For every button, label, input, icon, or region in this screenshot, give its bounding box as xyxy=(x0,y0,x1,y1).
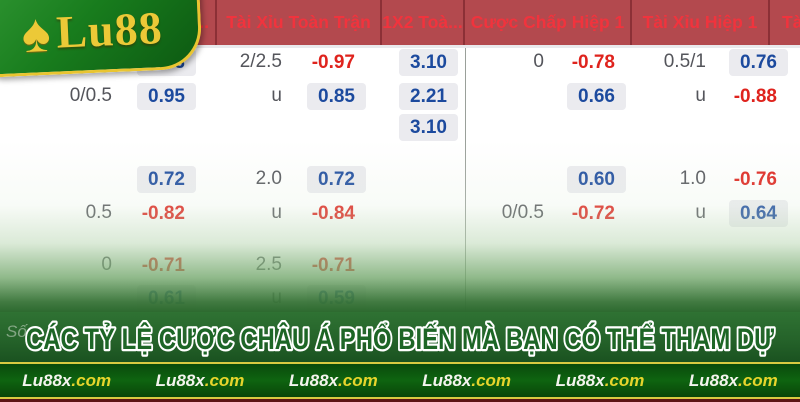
handicap-label: 0/0.5 xyxy=(69,85,112,106)
handicap-label: 2/2.5 xyxy=(239,51,282,72)
under-label: u xyxy=(271,287,282,308)
odds-cell[interactable]: 0.85 xyxy=(307,82,366,110)
headline-text: CÁC TỶ LỆ CƯỢC CHÂU Á PHỔ BIẾN MÀ BẠN CÓ… xyxy=(26,322,774,356)
spade-logo-icon: ♠ xyxy=(20,2,52,65)
odds-cell[interactable]: -0.78 xyxy=(571,51,615,73)
handicap-label: 0.5 xyxy=(85,202,112,223)
column-header-tai-xiu-hiep-1: Tài Xỉu Hiệp 1 xyxy=(630,0,768,45)
handicap-label: 2.5 xyxy=(255,254,282,275)
footer-link[interactable]: Lu88x.com xyxy=(22,370,112,390)
headline-banner: Số CÁC TỶ LỆ CƯỢC CHÂU Á PHỔ BIẾN MÀ BẠN… xyxy=(0,312,800,362)
footer-link[interactable]: Lu88x.com xyxy=(688,370,778,390)
odds-cell[interactable]: -0.82 xyxy=(141,202,185,224)
handicap-label: 0/0.5 xyxy=(501,202,544,223)
odds-cell[interactable]: -0.72 xyxy=(571,202,615,224)
odds-table: 0.93 2/2.5 -0.97 3.10 0 -0.78 0.5/1 0.76… xyxy=(0,45,800,315)
table-row: 0.72 2.0 0.72 0.60 1.0 -0.76 xyxy=(0,164,800,194)
odds-cell[interactable]: 2.21 xyxy=(399,82,458,110)
table-row: 0.61 u 0.59 xyxy=(0,283,800,313)
odds-cell[interactable]: 3.10 xyxy=(399,113,458,141)
footer-link[interactable]: Lu88x.com xyxy=(155,370,245,390)
odds-cell[interactable]: 0.72 xyxy=(137,165,196,193)
handicap-label: 0 xyxy=(101,254,112,275)
odds-cell[interactable]: 0.76 xyxy=(729,48,788,76)
odds-cell[interactable]: 0.64 xyxy=(729,199,788,227)
odds-cell[interactable]: -0.97 xyxy=(311,51,355,73)
column-header-tai-xiu-toan-tran: Tài Xỉu Toàn Trận xyxy=(215,0,380,45)
footer-link[interactable]: Lu88x.com xyxy=(422,370,512,390)
under-label: u xyxy=(695,202,706,223)
odds-cell[interactable]: -0.71 xyxy=(311,254,355,276)
footer-link[interactable]: Lu88x.com xyxy=(288,370,378,390)
column-header-partial: Tà xyxy=(768,0,800,45)
under-label: u xyxy=(271,85,282,106)
odds-cell[interactable]: -0.84 xyxy=(311,202,355,224)
table-row: 0/0.5 0.95 u 0.85 2.21 0.66 u -0.88 xyxy=(0,81,800,111)
handicap-label: 1.0 xyxy=(679,168,706,189)
column-header-1x2: 1X2 Toà... xyxy=(380,0,463,45)
odds-cell[interactable]: 0.60 xyxy=(567,165,626,193)
handicap-label: 2.0 xyxy=(255,168,282,189)
odds-cell[interactable]: 0.95 xyxy=(137,82,196,110)
odds-cell[interactable]: 0.72 xyxy=(307,165,366,193)
footer-bar: Lu88x.com Lu88x.com Lu88x.com Lu88x.com … xyxy=(0,362,800,402)
footer-links-row: Lu88x.com Lu88x.com Lu88x.com Lu88x.com … xyxy=(0,366,800,395)
handicap-label: 0.5/1 xyxy=(663,51,706,72)
brand-logo[interactable]: ♠ Lu88 xyxy=(0,0,203,78)
under-label: u xyxy=(695,85,706,106)
odds-cell[interactable]: 0.59 xyxy=(307,284,366,312)
odds-cell[interactable]: -0.71 xyxy=(141,254,185,276)
odds-cell[interactable]: 3.10 xyxy=(399,48,458,76)
odds-cell[interactable]: -0.76 xyxy=(733,168,777,190)
brand-name: Lu88 xyxy=(55,1,164,58)
headline-graphic: CÁC TỶ LỆ CƯỢC CHÂU Á PHỔ BIẾN MÀ BẠN CÓ… xyxy=(24,320,777,359)
odds-cell[interactable]: -0.88 xyxy=(733,85,777,107)
footer-link[interactable]: Lu88x.com xyxy=(555,370,645,390)
column-header-cuoc-chap-hiep-1: Cược Chấp Hiệp 1 xyxy=(463,0,630,45)
odds-cell[interactable]: 0.66 xyxy=(567,82,626,110)
under-label: u xyxy=(271,202,282,223)
table-row: 3.10 xyxy=(0,112,800,142)
table-row: 0.5 -0.82 u -0.84 0/0.5 -0.72 u 0.64 xyxy=(0,198,800,228)
background-watermark-text: Số xyxy=(6,322,27,341)
table-row: 0 -0.71 2.5 -0.71 xyxy=(0,250,800,280)
handicap-label: 0 xyxy=(533,51,544,72)
odds-cell[interactable]: 0.61 xyxy=(137,284,196,312)
footer-gold-line xyxy=(0,397,800,399)
